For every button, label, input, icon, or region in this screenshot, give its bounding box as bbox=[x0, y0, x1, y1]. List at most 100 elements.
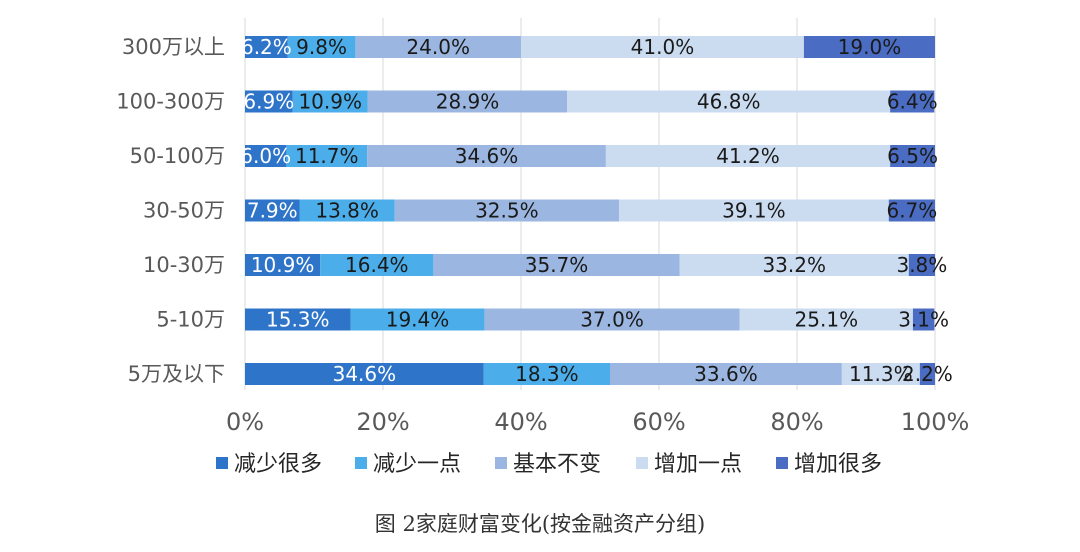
bar-segment bbox=[367, 90, 568, 113]
data-label: 33.2% bbox=[762, 253, 826, 277]
data-label: 6.9% bbox=[243, 90, 294, 114]
data-label: 37.0% bbox=[580, 308, 644, 332]
bar-segment bbox=[890, 145, 935, 167]
bar-segment bbox=[245, 363, 484, 385]
data-label: 34.6% bbox=[455, 144, 519, 168]
data-label: 25.1% bbox=[795, 308, 859, 332]
data-label: 7.9% bbox=[247, 199, 298, 223]
x-tick-label: 80% bbox=[770, 408, 823, 436]
legend-label: 增加一点 bbox=[654, 452, 742, 477]
bar-segment bbox=[355, 36, 521, 58]
data-label: 10.9% bbox=[251, 253, 315, 277]
x-tick-label: 20% bbox=[356, 408, 409, 436]
category-label: 5万及以下 bbox=[128, 362, 225, 386]
legend-label: 基本不变 bbox=[513, 452, 601, 477]
data-label: 16.4% bbox=[345, 253, 409, 277]
bar-segment bbox=[394, 199, 619, 222]
category-label: 300万以上 bbox=[122, 35, 225, 59]
data-label: 32.5% bbox=[475, 199, 539, 223]
data-label: 3.1% bbox=[898, 308, 949, 332]
bar-segment bbox=[679, 254, 909, 276]
category-axis-labels: 300万以上 100-300万 50-100万 30-50万 10-30万 5-10万 5万… bbox=[116, 35, 225, 386]
data-label: 34.6% bbox=[333, 362, 397, 386]
data-label: 2.2% bbox=[902, 362, 953, 386]
data-label: 46.8% bbox=[697, 90, 761, 114]
data-label: 41.2% bbox=[716, 144, 780, 168]
x-tick-label: 100% bbox=[901, 408, 970, 436]
bar-segment bbox=[841, 363, 920, 385]
data-label: 15.3% bbox=[266, 308, 330, 332]
category-label: 10-30万 bbox=[143, 253, 225, 277]
bar-segment bbox=[286, 145, 368, 167]
category-label: 30-50万 bbox=[143, 199, 225, 223]
bar-segment bbox=[605, 145, 891, 167]
data-label: 24.0% bbox=[406, 35, 470, 59]
bar-segment bbox=[245, 90, 293, 113]
bar-segment bbox=[521, 36, 804, 58]
bar-segment bbox=[320, 254, 434, 276]
bar-segment bbox=[908, 254, 935, 276]
data-label: 6.2% bbox=[241, 35, 292, 59]
category-label: 100-300万 bbox=[116, 90, 225, 114]
legend-swatch bbox=[495, 457, 507, 469]
data-label: 6.0% bbox=[240, 144, 291, 168]
bar-segment bbox=[888, 199, 935, 222]
legend-label: 减少一点 bbox=[373, 452, 461, 477]
bar-segment bbox=[245, 199, 300, 222]
bar-segment bbox=[245, 145, 287, 167]
bar-segment bbox=[567, 90, 891, 113]
bar-segment bbox=[433, 254, 680, 276]
bar-segment bbox=[299, 199, 395, 222]
data-label: 35.7% bbox=[525, 253, 589, 277]
data-label: 3.8% bbox=[896, 253, 947, 277]
bar-segment bbox=[483, 363, 611, 385]
bar-segment bbox=[245, 36, 288, 58]
x-tick-label: 60% bbox=[632, 408, 685, 436]
legend-swatch bbox=[216, 457, 228, 469]
bar-segment bbox=[803, 36, 935, 58]
data-label: 9.8% bbox=[296, 35, 347, 59]
data-label: 41.0% bbox=[631, 35, 695, 59]
bar-segments bbox=[245, 36, 935, 385]
data-label: 19.0% bbox=[838, 35, 902, 59]
bar-segment bbox=[484, 308, 740, 331]
figure-caption: 图 2家庭财富变化(按金融资产分组) bbox=[374, 512, 706, 536]
data-label: 6.5% bbox=[887, 144, 938, 168]
category-label: 5-10万 bbox=[156, 308, 225, 332]
bar-segment bbox=[739, 308, 913, 331]
data-label: 33.6% bbox=[694, 362, 758, 386]
category-label: 50-100万 bbox=[130, 144, 225, 168]
value-axis-labels: 0% 20% 40% 60% 80% 100% bbox=[226, 408, 969, 436]
legend-swatch bbox=[636, 457, 648, 469]
bar-segment bbox=[618, 199, 889, 222]
data-label: 18.3% bbox=[515, 362, 579, 386]
data-label: 10.9% bbox=[298, 90, 362, 114]
x-tick-label: 0% bbox=[226, 408, 264, 436]
data-label: 6.7% bbox=[886, 199, 937, 223]
bar-segment bbox=[245, 254, 321, 276]
data-label: 11.3% bbox=[849, 362, 913, 386]
bar-segment bbox=[890, 90, 935, 113]
bar-segment bbox=[367, 145, 606, 167]
data-label: 19.4% bbox=[386, 308, 450, 332]
legend-label: 减少很多 bbox=[234, 452, 322, 477]
bar-segment bbox=[912, 308, 935, 331]
x-tick-label: 40% bbox=[494, 408, 547, 436]
data-labels: 6.2% 9.8% 24.0% 41.0% 19.0%6.9% 10.9% 28.9% 46.… bbox=[240, 35, 953, 386]
bar-segment bbox=[610, 363, 842, 385]
legend-swatch bbox=[355, 457, 367, 469]
legend-swatch bbox=[776, 457, 788, 469]
data-label: 11.7% bbox=[295, 144, 359, 168]
data-label: 6.4% bbox=[887, 90, 938, 114]
bar-segment bbox=[245, 308, 351, 331]
bar-segment bbox=[287, 36, 356, 58]
bar-segment bbox=[919, 363, 935, 385]
data-label: 39.1% bbox=[722, 199, 786, 223]
bar-segment bbox=[292, 90, 368, 113]
bar-segment bbox=[350, 308, 485, 331]
data-label: 13.8% bbox=[315, 199, 379, 223]
legend: 减少很多 减少一点 基本不变 增加一点 增加很多 bbox=[216, 452, 882, 477]
data-label: 28.9% bbox=[436, 90, 500, 114]
legend-label: 增加很多 bbox=[794, 452, 882, 477]
